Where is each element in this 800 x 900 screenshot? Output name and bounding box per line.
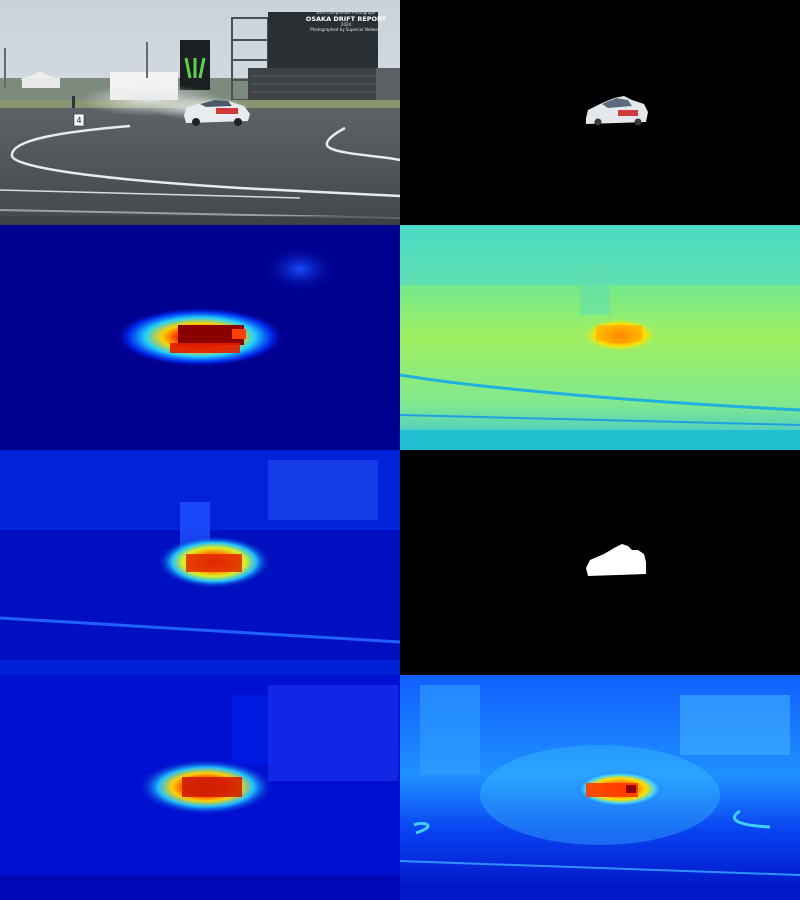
binary-mask-panel: [400, 450, 800, 675]
saliency-map-e: [400, 675, 800, 900]
source-photo: Drift Competition Photograph OSAKA DRIFT…: [0, 0, 400, 225]
number-sign: [73, 113, 85, 127]
masked-car-shape: [586, 96, 648, 126]
saliency-map-d: [0, 675, 400, 900]
saliency-map-a-panel: [0, 225, 400, 450]
track-line: [10, 124, 400, 198]
saliency-map-c: [0, 450, 400, 675]
binary-mask: [400, 450, 800, 675]
overlay-title: OSAKA DRIFT REPORT: [306, 15, 387, 23]
track-surface: [0, 108, 400, 225]
grandstand: [248, 68, 378, 104]
saliency-map-c-panel: [0, 450, 400, 675]
display-screen: [268, 12, 378, 72]
saliency-map-b: [400, 225, 800, 450]
saliency-map-a: [0, 225, 400, 450]
masked-car: [400, 0, 800, 225]
saliency-map-d-panel: [0, 675, 400, 900]
overlay-line4: Photographed by Supercar Network: [310, 27, 382, 32]
person-figure: [72, 96, 75, 108]
source-photo-panel: Drift Competition Photograph OSAKA DRIFT…: [0, 0, 400, 225]
saliency-map-b-panel: [400, 225, 800, 450]
sign-number: 4: [76, 116, 81, 125]
saliency-map-e-panel: [400, 675, 800, 900]
overlay-line1: Drift Competition Photograph: [317, 10, 376, 15]
masked-car-panel: [400, 0, 800, 225]
drift-car: [184, 100, 250, 126]
mask-shape: [586, 544, 646, 576]
overlay-line3: 2024: [341, 22, 352, 27]
